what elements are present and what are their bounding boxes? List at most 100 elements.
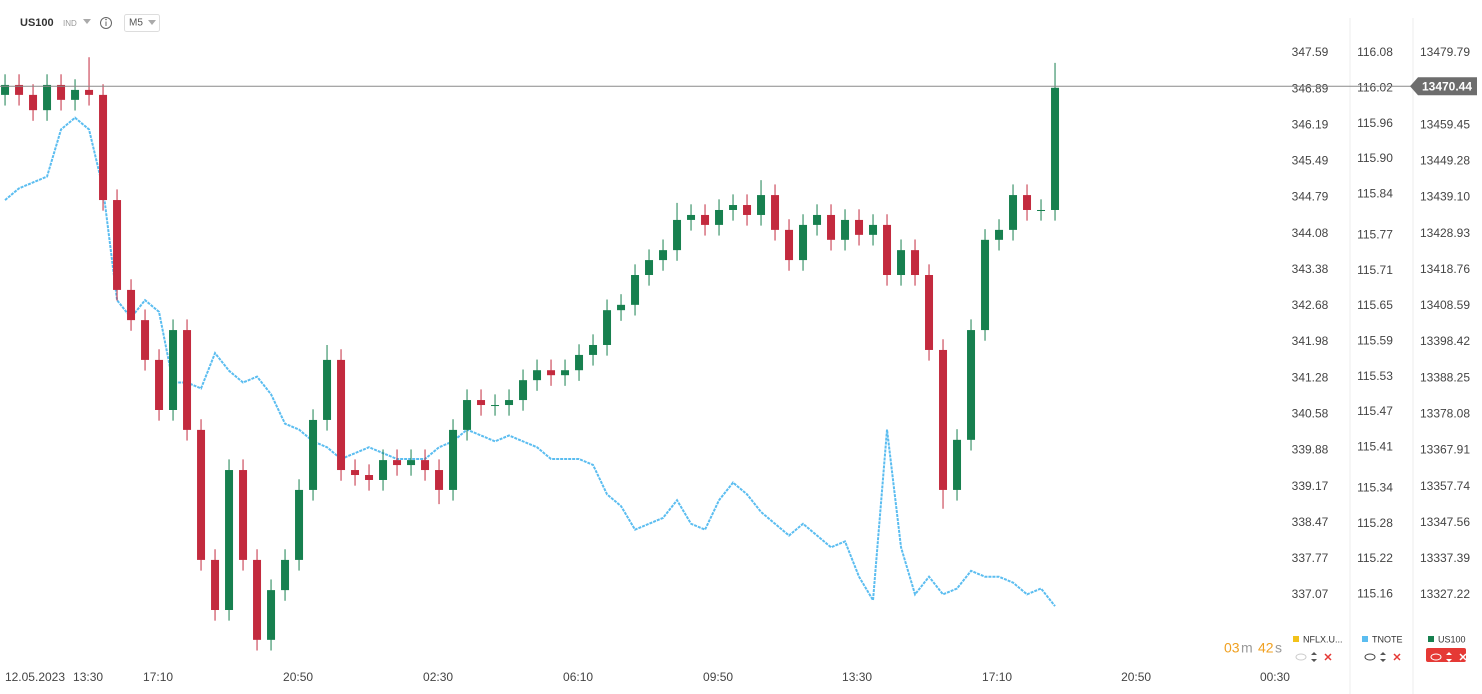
legend-label: NFLX.U... xyxy=(1303,634,1343,644)
tnote-tick-label: 115.77 xyxy=(1357,228,1393,242)
reorder-toggle[interactable] xyxy=(1311,652,1317,662)
legend-label: TNOTE xyxy=(1372,634,1403,644)
candle-body xyxy=(505,400,514,406)
info-icon[interactable] xyxy=(100,17,112,29)
candle-body xyxy=(169,330,178,410)
tnote-tick-label: 115.65 xyxy=(1357,298,1393,312)
candle-body xyxy=(211,559,220,611)
nflx-tick-label: 340.58 xyxy=(1292,406,1329,420)
candle-body xyxy=(393,460,402,466)
tnote-tick-label: 116.02 xyxy=(1357,80,1393,94)
remove-series[interactable] xyxy=(1324,653,1332,661)
tnote-tick-label: 115.90 xyxy=(1357,151,1393,165)
nflx-tick-label: 337.07 xyxy=(1292,587,1329,601)
us100-tick-label: 13367.91 xyxy=(1420,443,1470,457)
tnote-tick-label: 115.84 xyxy=(1357,186,1393,200)
candle-body xyxy=(295,489,304,560)
candle-body xyxy=(449,429,458,490)
candle-body xyxy=(491,405,500,407)
countdown-seconds-unit: s xyxy=(1275,640,1282,656)
candle-body xyxy=(925,275,934,350)
us100-tick-label: 13408.59 xyxy=(1420,298,1470,312)
candle-body xyxy=(225,470,234,611)
tnote-tick-label: 115.47 xyxy=(1357,404,1393,418)
tnote-tick-label: 115.53 xyxy=(1357,369,1393,383)
candle-body xyxy=(603,310,612,345)
info-icon-dot xyxy=(105,18,107,21)
candle-body xyxy=(15,84,24,95)
candle-body xyxy=(141,320,150,360)
candle-body xyxy=(477,400,486,406)
candle-body xyxy=(883,224,892,276)
candle-body xyxy=(631,275,640,305)
reorder-toggle[interactable] xyxy=(1380,652,1386,662)
symbol[interactable]: US100 xyxy=(20,17,54,29)
us100-tick-label: 13337.39 xyxy=(1420,551,1470,565)
legend-swatch xyxy=(1362,636,1368,642)
tnote-tick-label: 116.08 xyxy=(1357,45,1393,59)
nflx-tick-label: 339.17 xyxy=(1292,479,1329,493)
countdown-minutes-unit: m xyxy=(1241,640,1253,656)
candle-body xyxy=(1,84,10,95)
timeframe-arrow xyxy=(148,20,156,25)
us100-tick-label: 13357.74 xyxy=(1420,479,1470,493)
nflx-tick-label: 337.77 xyxy=(1292,551,1329,565)
candle-body xyxy=(85,89,94,95)
visibility-toggle[interactable] xyxy=(1430,653,1442,661)
plot-area xyxy=(1,57,1060,651)
remove-series[interactable] xyxy=(1393,653,1401,661)
candle-body xyxy=(337,359,346,471)
x-tick-label: 20:50 xyxy=(283,670,313,684)
nflx-tick-label: 338.47 xyxy=(1292,515,1329,529)
nflx-tick-label: 341.98 xyxy=(1292,334,1329,348)
candle-body xyxy=(267,590,276,640)
visibility-toggle[interactable] xyxy=(1364,653,1376,661)
candle-body xyxy=(1023,195,1032,210)
reorder-toggle[interactable] xyxy=(1446,652,1452,662)
tnote-tick-label: 115.34 xyxy=(1357,481,1393,495)
candle-body xyxy=(645,260,654,276)
nflx-tick-label: 342.68 xyxy=(1292,298,1329,312)
candle-body xyxy=(771,195,780,230)
candle-body xyxy=(575,354,584,371)
candle-body xyxy=(197,429,206,560)
candle-body xyxy=(253,559,262,640)
dropdown-arrow[interactable] xyxy=(83,19,91,24)
candle-body xyxy=(841,219,850,240)
us100-tick-label: 13378.08 xyxy=(1420,407,1470,421)
candle-body xyxy=(1037,209,1046,211)
candle-body xyxy=(57,84,66,100)
visibility-toggle[interactable] xyxy=(1295,653,1307,661)
candle-body xyxy=(869,224,878,235)
candle-body xyxy=(687,214,696,220)
candle-body xyxy=(365,475,374,480)
candle-body xyxy=(785,229,794,261)
nflx-tick-label: 346.19 xyxy=(1292,117,1329,131)
candle-body xyxy=(715,209,724,225)
us100-tick-label: 13418.76 xyxy=(1420,262,1470,276)
remove-series[interactable] xyxy=(1459,653,1467,661)
candle-body xyxy=(617,304,626,311)
us100-tick-label: 13439.10 xyxy=(1420,190,1470,204)
candle-body xyxy=(519,380,528,401)
nflx-tick-label: 339.88 xyxy=(1292,442,1329,456)
legend-label: US100 xyxy=(1438,634,1466,644)
tnote-tick-label: 115.28 xyxy=(1357,516,1393,530)
timeframe[interactable]: M5 xyxy=(129,18,143,29)
candle-body xyxy=(547,370,556,376)
candle-body xyxy=(435,470,444,490)
candle-body xyxy=(589,344,598,355)
candle-body xyxy=(239,470,248,560)
x-tick-label: 20:50 xyxy=(1121,670,1151,684)
us100-tick-label: 13398.42 xyxy=(1420,334,1470,348)
candle-body xyxy=(1051,87,1060,210)
us100-tick-label: 13479.79 xyxy=(1420,45,1470,59)
timeframe-box[interactable] xyxy=(124,14,160,32)
candle-body xyxy=(463,400,472,430)
candle-body xyxy=(561,370,570,376)
candle-body xyxy=(701,214,710,225)
nflx-tick-label: 343.38 xyxy=(1292,262,1329,276)
market: IND xyxy=(63,19,77,28)
